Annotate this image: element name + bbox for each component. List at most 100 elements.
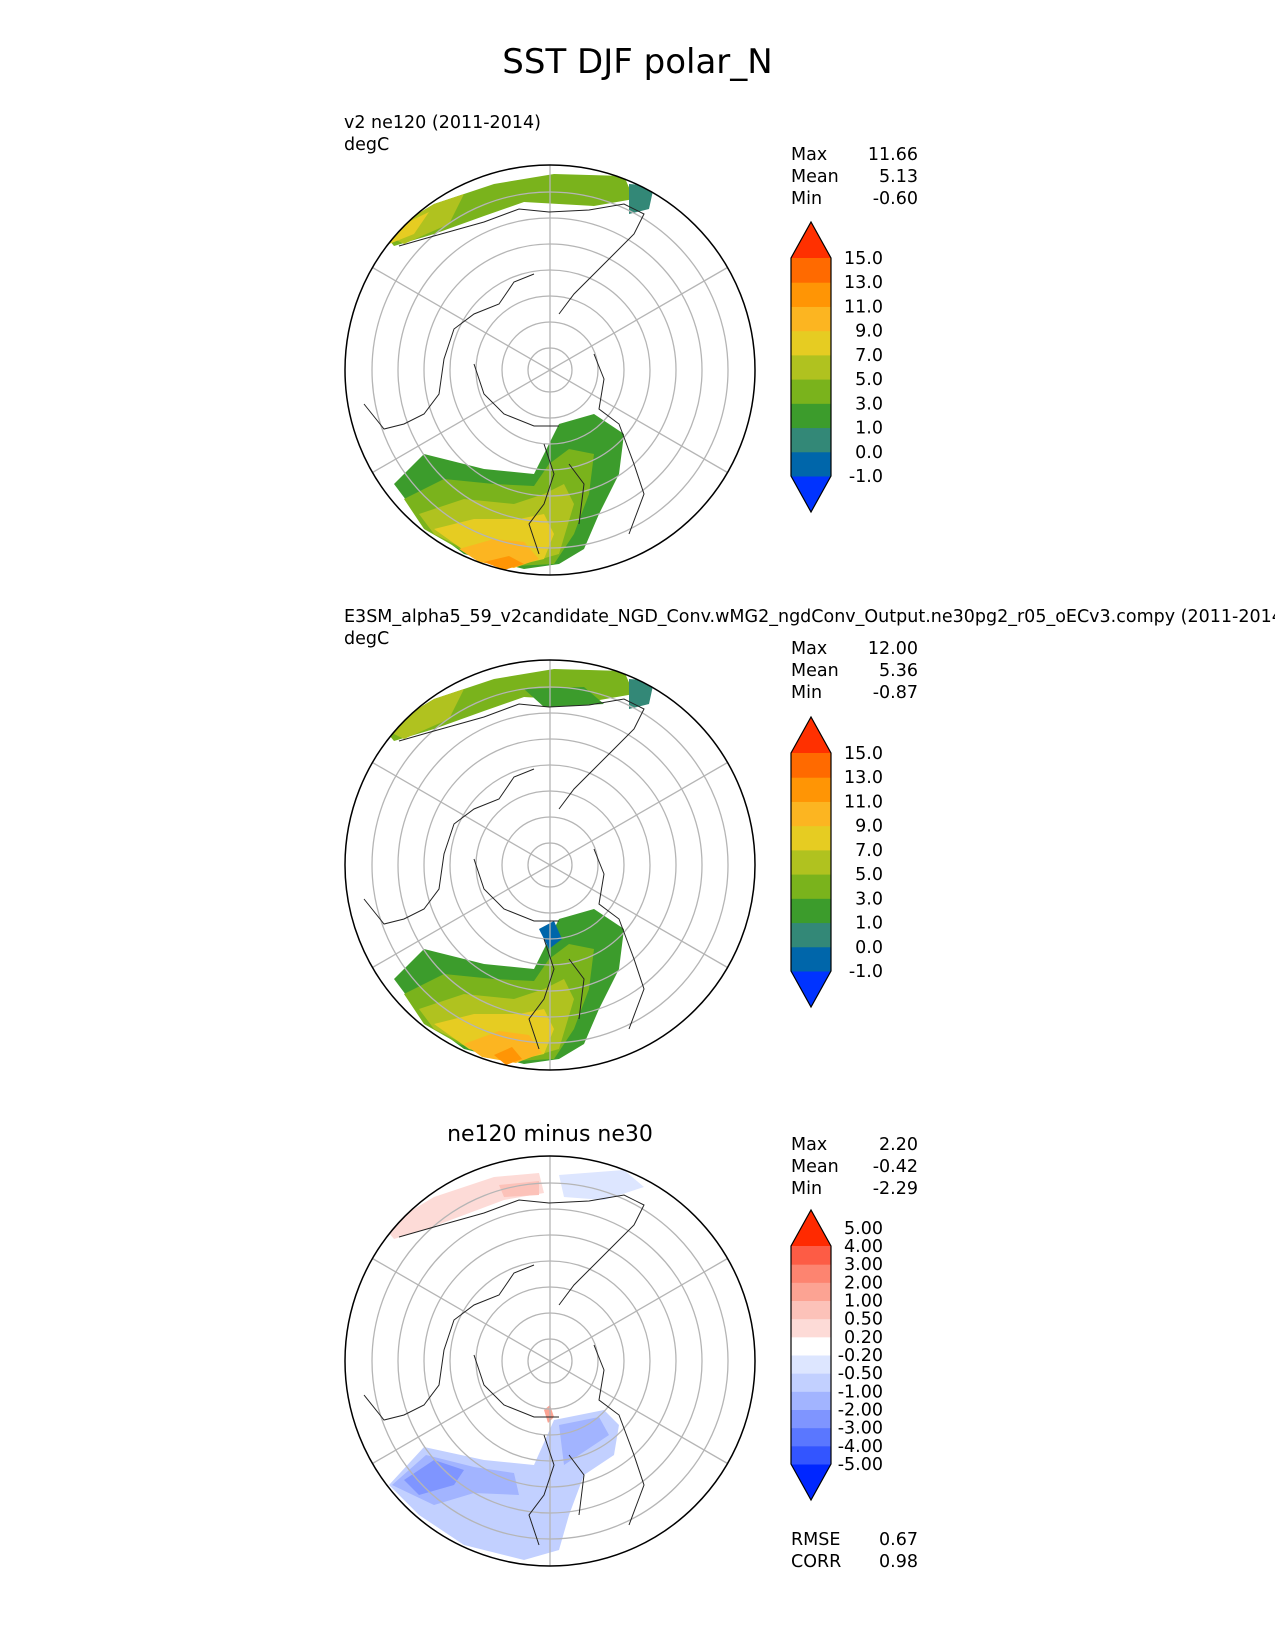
panel1-label: v2 ne120 (2011-2014) degC bbox=[344, 112, 541, 156]
panel1-colorbar-tick-label: 1.0 bbox=[855, 419, 883, 439]
panel1-colorbar-tick-label: 0.0 bbox=[855, 443, 883, 463]
panel2-mean-value: 5.36 bbox=[879, 661, 918, 681]
panel3-colorbar-segment bbox=[791, 1300, 831, 1320]
panel1-min-label: Min bbox=[791, 189, 823, 209]
panel3-colorbar-segment bbox=[791, 1282, 831, 1301]
panel2-colorbar-outline bbox=[790, 715, 832, 1009]
panel3-min-value: -2.29 bbox=[872, 1179, 918, 1199]
panel3-diff-field bbox=[384, 1170, 644, 1560]
panel3-colorbar-tick-label: 0.20 bbox=[844, 1328, 883, 1348]
panel2-colorbar-tick-label: -1.0 bbox=[849, 962, 883, 982]
panel3-colorbar-tick-label: -0.50 bbox=[838, 1364, 883, 1384]
panel2-colorbar-tick-label: 5.0 bbox=[855, 865, 883, 885]
panel2-colorbar-segment bbox=[791, 849, 831, 875]
rmse-value: 0.67 bbox=[879, 1530, 918, 1550]
panel3-colorbar-tick-label: 1.00 bbox=[844, 1292, 883, 1312]
panel2-title: E3SM_alpha5_59_v2candidate_NGD_Conv.wMG2… bbox=[344, 607, 1275, 627]
panel1-colorbar-segment bbox=[791, 306, 831, 332]
panel3-colorbar-tick-label: -4.00 bbox=[838, 1437, 883, 1457]
panel2-colorbar-extend-min bbox=[791, 971, 831, 1007]
panel3-graticule bbox=[371, 1156, 729, 1566]
panel2-mean-label: Mean bbox=[791, 661, 839, 681]
panel1-colorbar-segment bbox=[791, 451, 831, 477]
panel3-colorbar-tick-label: 5.00 bbox=[844, 1219, 883, 1239]
panel3-max-label: Max bbox=[791, 1135, 828, 1155]
panel3-map bbox=[344, 1155, 756, 1567]
corr-label: CORR bbox=[791, 1552, 842, 1572]
panel1-colorbar-tick-label: 15.0 bbox=[844, 249, 883, 269]
panel2-colorbar-tick-label: 15.0 bbox=[844, 744, 883, 764]
panel3-colorbar-tick-label: 0.50 bbox=[844, 1310, 883, 1330]
panel1-colorbar-segment bbox=[791, 354, 831, 380]
panel2-units: degC bbox=[344, 629, 390, 649]
panel2-map bbox=[344, 659, 756, 1071]
panel1-title: v2 ne120 (2011-2014) bbox=[344, 113, 541, 133]
panel3-colorbar-tick-label: -1.00 bbox=[838, 1382, 883, 1402]
panel3-colorbar-segment bbox=[791, 1373, 831, 1392]
panel1-colorbar-tick-label: 7.0 bbox=[855, 346, 883, 366]
panel2-colorbar-tick-label: 13.0 bbox=[844, 768, 883, 788]
panel2-min-value: -0.87 bbox=[872, 683, 918, 703]
panel2-label: E3SM_alpha5_59_v2candidate_NGD_Conv.wMG2… bbox=[344, 606, 1275, 650]
panel3-colorbar-segment bbox=[791, 1318, 831, 1338]
panel3-metrics: RMSE 0.67 CORR 0.98 bbox=[791, 1529, 918, 1573]
panel2-graticule bbox=[371, 660, 729, 1070]
panel3-colorbar-tick-label: 3.00 bbox=[844, 1255, 883, 1275]
panel3-mean-label: Mean bbox=[791, 1157, 839, 1177]
panel1-sst-field bbox=[364, 174, 654, 570]
panel1-colorbar-extend-min bbox=[791, 476, 831, 512]
panel3-mean-value: -0.42 bbox=[872, 1157, 918, 1177]
panel2-max-label: Max bbox=[791, 639, 828, 659]
panel2-colorbar-segment bbox=[791, 874, 831, 899]
panel1-colorbar-segment bbox=[791, 403, 831, 429]
panel1-max-value: 11.66 bbox=[867, 145, 918, 165]
panel3-colorbar-segment bbox=[791, 1336, 831, 1356]
panel3-colorbar-segment bbox=[791, 1445, 831, 1465]
panel2-colorbar-segment bbox=[791, 922, 831, 948]
panel2-map-boundary bbox=[344, 659, 756, 1071]
figure-title: SST DJF polar_N bbox=[502, 42, 773, 82]
panel1-colorbar-tick-label: -1.0 bbox=[849, 467, 883, 487]
panel1-mean-label: Mean bbox=[791, 167, 839, 187]
panel3-colorbar-segment bbox=[791, 1355, 831, 1374]
panel1-colorbar-segment bbox=[791, 282, 831, 307]
panel1-max-label: Max bbox=[791, 145, 828, 165]
panel3-colorbar-segment bbox=[791, 1391, 831, 1410]
panel3-coastlines bbox=[363, 1194, 645, 1546]
panel1-min-value: -0.60 bbox=[872, 189, 918, 209]
panel1-colorbar-tick-label: 9.0 bbox=[855, 322, 883, 342]
panel2-coastlines bbox=[363, 698, 645, 1050]
panel2-colorbar-segment bbox=[791, 801, 831, 827]
panel1-colorbar-segment bbox=[791, 379, 831, 404]
panel3-colorbar-extend-min bbox=[791, 1464, 831, 1500]
panel1-colorbar: -1.0 0.0 1.0 3.0 5.0 7.0 9.0 11.0 13.0 15.0 bbox=[790, 220, 883, 514]
panel3-colorbar-tick-label: -3.00 bbox=[838, 1419, 883, 1439]
panel3-max-value: 2.20 bbox=[879, 1135, 918, 1155]
panel3-min-label: Min bbox=[791, 1179, 823, 1199]
panel1-colorbar-extend-max bbox=[791, 222, 831, 258]
panel2-colorbar: -1.0 0.0 1.0 3.0 5.0 7.0 9.0 11.0 13.0 15.0 bbox=[790, 715, 883, 1009]
panel2-colorbar-extend-max bbox=[791, 717, 831, 753]
panel1-units: degC bbox=[344, 135, 390, 155]
panel3-colorbar-tick-label: 4.00 bbox=[844, 1237, 883, 1257]
panel3-colorbar-extend-max bbox=[791, 1210, 831, 1246]
panel2-colorbar-segment bbox=[791, 825, 831, 851]
panel3-colorbar: -5.00-4.00-3.00-2.00-1.00-0.50-0.200.200… bbox=[790, 1208, 883, 1502]
panel3-colorbar-segment bbox=[791, 1246, 831, 1265]
panel1-graticule bbox=[371, 165, 729, 575]
panel1-mean-value: 5.13 bbox=[879, 167, 918, 187]
panel3-colorbar-tick-label: -2.00 bbox=[838, 1401, 883, 1421]
panel2-colorbar-tick-label: 1.0 bbox=[855, 914, 883, 934]
panel1-map bbox=[344, 164, 756, 576]
panel1-colorbar-segment bbox=[791, 258, 831, 283]
panel2-colorbar-tick-label: 0.0 bbox=[855, 938, 883, 958]
panel2-sst-field bbox=[384, 669, 654, 1065]
panel2-stats: Max 12.00 Mean 5.36 Min -0.87 bbox=[791, 638, 918, 704]
corr-value: 0.98 bbox=[879, 1552, 918, 1572]
panel1-colorbar-segment bbox=[791, 427, 831, 453]
panel3-colorbar-tick-label: -0.20 bbox=[838, 1346, 883, 1366]
panel2-colorbar-tick-label: 7.0 bbox=[855, 841, 883, 861]
panel2-colorbar-segment bbox=[791, 777, 831, 802]
panel3-stats: Max 2.20 Mean -0.42 Min -2.29 bbox=[791, 1134, 918, 1200]
panel1-colorbar-tick-label: 13.0 bbox=[844, 273, 883, 293]
